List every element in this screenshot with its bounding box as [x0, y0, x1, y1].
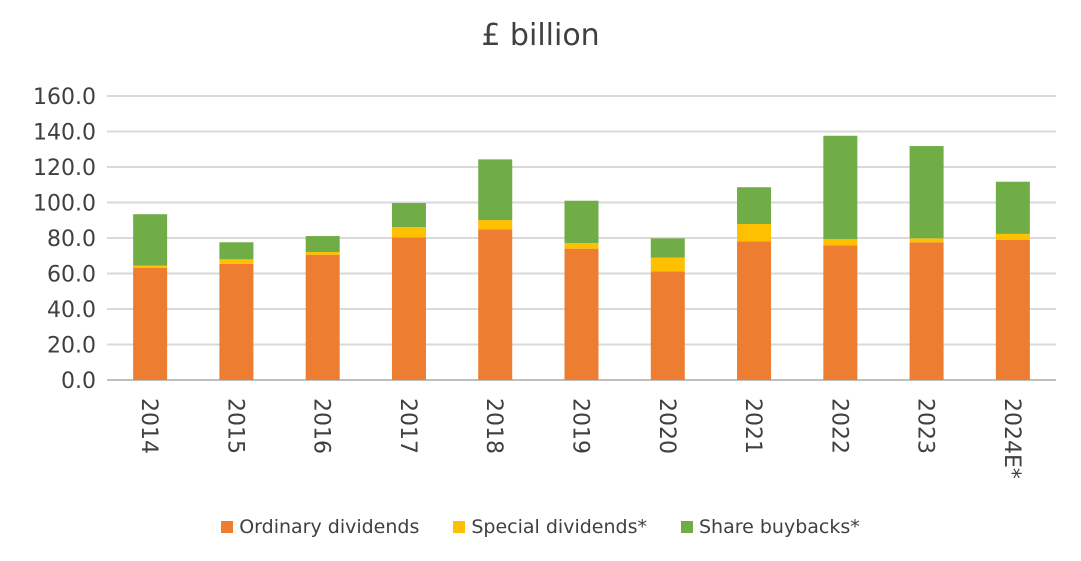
x-tick-label: 2022	[826, 398, 851, 454]
bar-segment-share-buybacks	[478, 159, 513, 221]
bar-segment-ordinary-dividends	[995, 239, 1030, 380]
x-tick-label: 2019	[568, 398, 593, 454]
bar-segment-share-buybacks	[650, 238, 685, 258]
bar-segment-special-dividends	[391, 226, 426, 238]
bar-segment-special-dividends	[909, 238, 944, 243]
y-tick-label: 160.0	[33, 85, 96, 110]
bar-segment-ordinary-dividends	[650, 271, 685, 380]
y-tick-label: 120.0	[33, 156, 96, 181]
bar-segment-special-dividends	[823, 239, 858, 246]
bar-segment-special-dividends	[564, 242, 599, 249]
legend-swatch	[453, 521, 466, 533]
bar-segment-special-dividends	[219, 259, 254, 264]
y-tick-label: 20.0	[47, 334, 96, 359]
legend-item: Share buybacks*	[681, 516, 860, 538]
bar-segment-ordinary-dividends	[909, 242, 944, 380]
legend-label: Share buybacks*	[699, 516, 860, 538]
bar-segment-special-dividends	[737, 223, 772, 242]
y-tick-label: 60.0	[47, 263, 96, 288]
y-tick-label: 0.0	[61, 369, 96, 394]
bar-segment-share-buybacks	[219, 242, 254, 260]
bar-segment-ordinary-dividends	[823, 245, 858, 380]
x-tick-label: 2016	[309, 398, 334, 454]
bar-segment-ordinary-dividends	[478, 229, 513, 380]
bar-segment-special-dividends	[478, 220, 513, 230]
chart-title: £ billion	[481, 18, 600, 53]
bar-segment-share-buybacks	[564, 200, 599, 243]
bar-segment-special-dividends	[650, 257, 685, 272]
legend-item: Special dividends*	[453, 516, 647, 538]
x-tick-label: 2024E*	[999, 398, 1024, 479]
bar-segment-share-buybacks	[737, 187, 772, 224]
x-tick-label: 2014	[136, 398, 161, 454]
bar-segment-ordinary-dividends	[737, 241, 772, 380]
y-tick-label: 100.0	[33, 192, 96, 217]
legend-item: Ordinary dividends	[221, 516, 419, 538]
bar-segment-special-dividends	[995, 233, 1030, 240]
legend-swatch	[681, 521, 693, 533]
bar-segment-ordinary-dividends	[305, 254, 340, 380]
x-tick-label: 2021	[740, 398, 765, 454]
bar-segment-ordinary-dividends	[133, 267, 168, 380]
bar-segment-share-buybacks	[909, 146, 944, 239]
y-tick-label: 140.0	[33, 121, 96, 146]
bar-segment-special-dividends	[305, 252, 340, 255]
x-tick-label: 2015	[222, 398, 247, 454]
bar-segment-ordinary-dividends	[564, 248, 599, 380]
legend-label: Ordinary dividends	[239, 516, 420, 538]
bar-segment-ordinary-dividends	[219, 263, 254, 380]
y-tick-label: 80.0	[47, 227, 96, 252]
bar-segment-share-buybacks	[823, 135, 858, 240]
x-tick-label: 2017	[395, 398, 420, 454]
x-tick-label: 2023	[913, 398, 938, 454]
bar-segment-share-buybacks	[305, 236, 340, 253]
legend-swatch	[221, 521, 234, 533]
x-tick-label: 2018	[481, 398, 506, 454]
bar-segment-share-buybacks	[391, 203, 426, 227]
x-tick-label: 2020	[654, 398, 679, 454]
bar-segment-special-dividends	[133, 265, 168, 268]
y-tick-label: 40.0	[47, 298, 96, 323]
bar-segment-share-buybacks	[133, 214, 168, 266]
bar-segment-share-buybacks	[995, 181, 1030, 234]
bar-segment-ordinary-dividends	[391, 237, 426, 380]
legend-label: Special dividends*	[471, 516, 647, 538]
legend: Ordinary dividends Special dividends* Shar…	[0, 516, 1081, 538]
